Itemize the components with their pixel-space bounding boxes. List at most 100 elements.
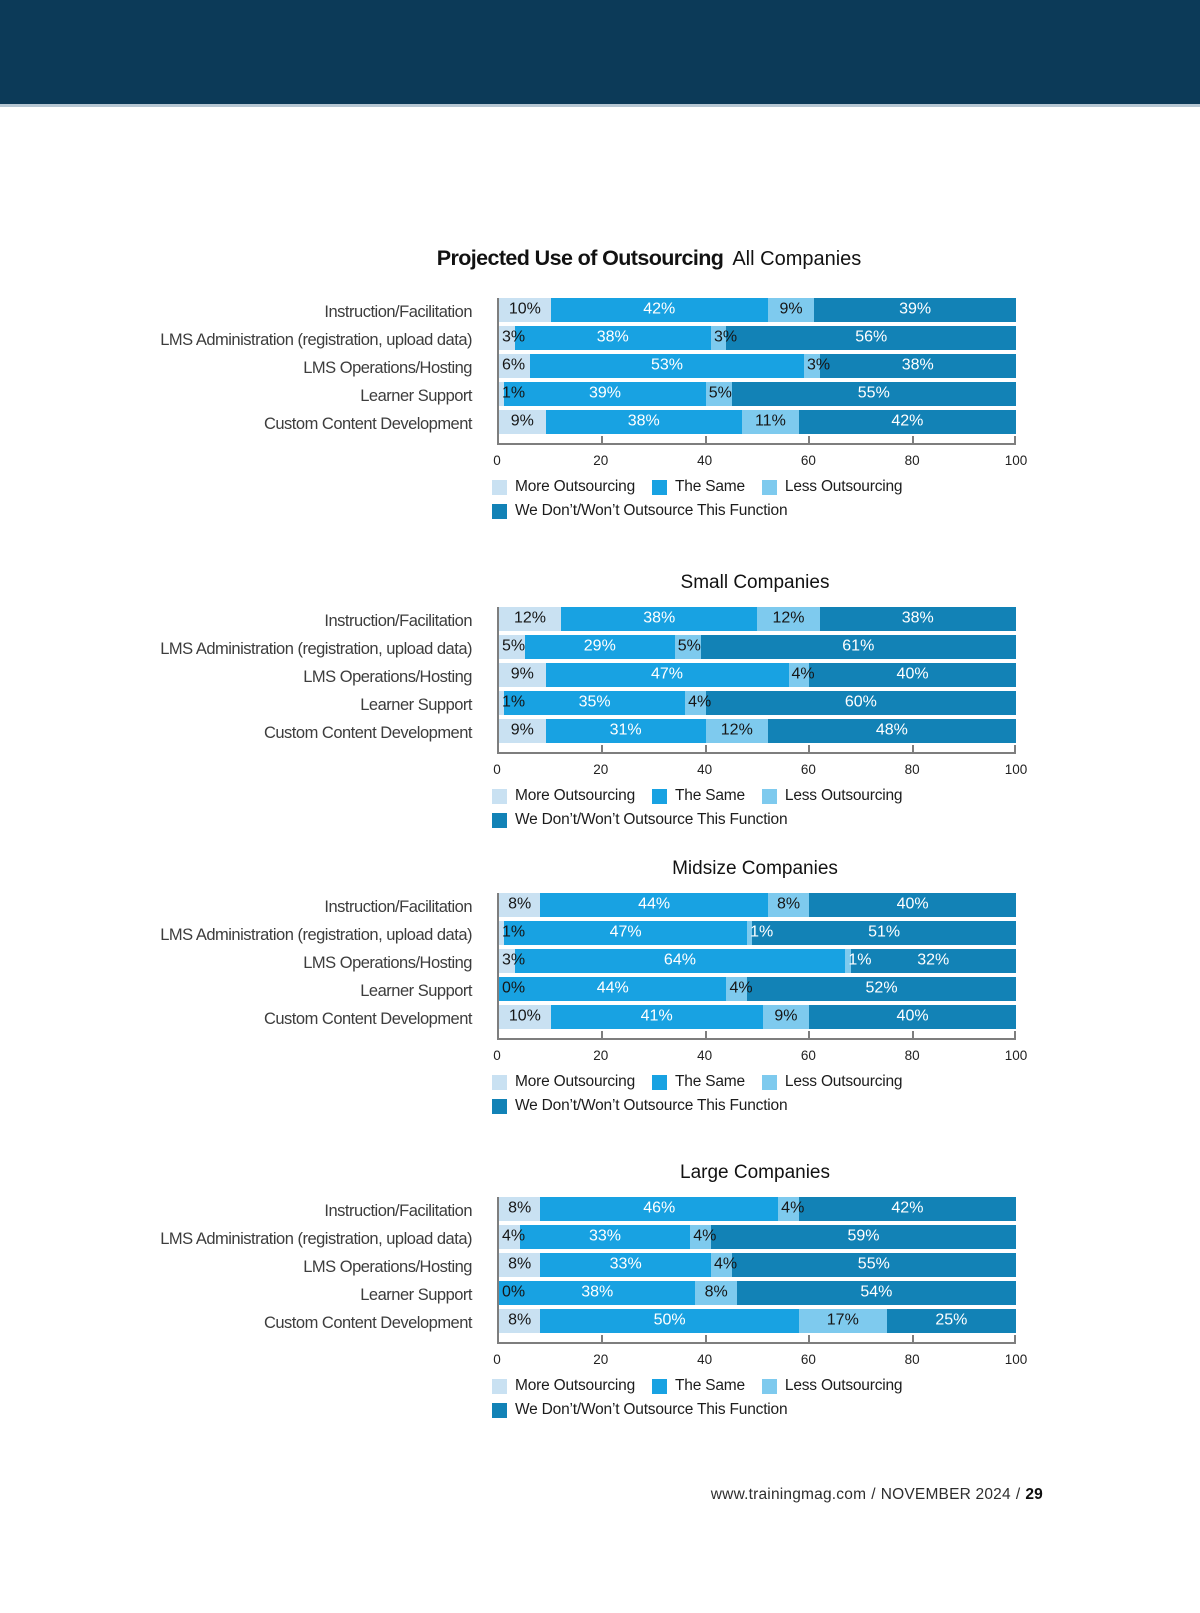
bar-row: 1% 39% 5% 55% [499, 382, 1016, 406]
segment-value-label: 59% [847, 1227, 880, 1245]
segment-we-don-t-won-t-outsource-this-function: 52% [747, 977, 1016, 1001]
segment-value-label: 9% [510, 721, 534, 739]
segment-the-same: 64% [514, 949, 846, 973]
legend-row: More Outsourcing The Same Less Outsourcing [492, 1070, 1200, 1094]
segment-value-label: 10% [508, 300, 541, 318]
axis-tick [808, 436, 811, 443]
legend-item-more-outsourcing: More Outsourcing [492, 478, 635, 496]
chart-subtitle: Small Companies [680, 572, 830, 593]
segment-value-label: 6% [502, 356, 526, 374]
x-axis-labels: 0 20 40 60 80 100 [493, 1040, 1027, 1066]
axis-tick-label: 20 [593, 1048, 609, 1063]
segment-less-outsourcing: 1% [845, 949, 872, 973]
axis-tick-label: 20 [593, 762, 609, 777]
bar-row: 8% 46% 4% 42% [499, 1197, 1016, 1221]
segment-value-label: 40% [896, 665, 929, 683]
legend: More Outsourcing The Same Less Outsourcing… [492, 475, 1200, 523]
bar-row: 3% 64% 1% 32% [499, 949, 1016, 973]
axis-tick-label: 40 [697, 762, 713, 777]
axis-tick-label: 0 [493, 1352, 501, 1367]
legend-swatch [761, 1074, 777, 1090]
segment-value-label: 39% [899, 300, 932, 318]
segment-value-label: 12% [720, 721, 753, 739]
segment-less-outsourcing: 5% [705, 382, 732, 406]
x-axis-labels: 0 20 40 60 80 100 [493, 754, 1027, 780]
plot-area: 8% 46% 4% 42% 4% 33% 4% 59% 8% 33% 4% 55% 0% 38% 8% 54%… [497, 1197, 1016, 1344]
bar-row: 8% 44% 8% 40% [499, 893, 1016, 917]
segment-less-outsourcing: 8% [695, 1281, 737, 1305]
segment-the-same: 38% [561, 607, 758, 631]
segment-value-label: 42% [643, 300, 676, 318]
legend-label: Less Outsourcing [784, 787, 903, 804]
legend-row: We Don’t/Won’t Outsource This Function [492, 1094, 1200, 1118]
segment-less-outsourcing: 12% [757, 607, 820, 631]
segment-less-outsourcing: 4% [690, 1225, 716, 1249]
legend-item-more-outsourcing: More Outsourcing [492, 1073, 635, 1091]
segment-the-same: 44% [499, 977, 727, 1001]
axis-tick-label: 20 [593, 1352, 609, 1367]
segment-less-outsourcing: 3% [804, 354, 830, 378]
segment-value-label: 40% [896, 1007, 929, 1025]
chart-title-row: Projected Use of Outsourcing All Companie… [0, 246, 1200, 272]
legend-label: The Same [675, 1073, 745, 1090]
category-label: Instruction/Facilitation [324, 302, 472, 321]
segment-more-outsourcing: 8% [499, 1309, 541, 1333]
segment-value-label: 52% [865, 979, 898, 997]
legend-item-the-same: The Same [652, 1377, 745, 1395]
segment-less-outsourcing: 1% [747, 921, 773, 945]
bar-row: 4% 33% 4% 59% [499, 1225, 1016, 1249]
segment-value-label: 1% [502, 384, 526, 402]
chart-title-row: Midsize Companies [0, 858, 1200, 884]
chart-title-bold: Projected Use of Outsourcing [436, 246, 724, 270]
segment-value-label: 11% [754, 412, 786, 430]
segment-value-label: 47% [609, 923, 642, 941]
segment-more-outsourcing: 8% [499, 893, 541, 917]
segment-value-label: 5% [708, 384, 732, 402]
segment-the-same: 38% [545, 410, 742, 434]
segment-value-label: 42% [891, 412, 924, 430]
legend-row: We Don’t/Won’t Outsource This Function [492, 1398, 1200, 1422]
axis-tick-label: 0 [493, 1048, 501, 1063]
category-label: LMS Administration (registration, upload… [160, 639, 472, 658]
legend-item-we-don-t-won-t-outsource-this-function: We Don’t/Won’t Outsource This Function [492, 811, 788, 829]
bar-row: 10% 41% 9% 40% [499, 1005, 1016, 1029]
category-label: LMS Operations/Hosting [303, 1257, 472, 1276]
segment-value-label: 9% [779, 300, 803, 318]
segment-value-label: 50% [653, 1311, 686, 1329]
category-label: LMS Administration (registration, upload… [160, 1229, 472, 1248]
segment-value-label: 1% [750, 923, 774, 941]
segment-value-label: 9% [510, 412, 534, 430]
segment-value-label: 8% [704, 1283, 728, 1301]
segment-less-outsourcing: 4% [788, 663, 815, 687]
segment-value-label: 56% [855, 328, 888, 346]
segment-value-label: 64% [663, 951, 696, 969]
segment-value-label: 38% [901, 609, 934, 627]
segment-less-outsourcing: 4% [685, 691, 711, 715]
chart-subtitle: All Companies [732, 248, 862, 270]
segment-value-label: 38% [627, 412, 660, 430]
segment-value-label: 1% [502, 693, 526, 711]
chart-grid: Instruction/Facilitation LMS Administrati… [120, 893, 1200, 1040]
legend-label: Less Outsourcing [784, 478, 903, 495]
legend-label: We Don’t/Won’t Outsource This Function [515, 1401, 788, 1418]
legend-item-more-outsourcing: More Outsourcing [492, 787, 635, 805]
segment-value-label: 12% [514, 609, 547, 627]
segment-value-label: 8% [508, 895, 532, 913]
segment-value-label: 5% [502, 637, 526, 655]
segment-we-don-t-won-t-outsource-this-function: 39% [814, 298, 1016, 322]
legend-swatch [761, 1378, 777, 1394]
segment-value-label: 0% [502, 1283, 526, 1301]
segment-value-label: 10% [508, 1007, 541, 1025]
segment-the-same: 47% [545, 663, 789, 687]
segment-value-label: 8% [508, 1311, 532, 1329]
chart-title: Projected Use of Outsourcing All Companie… [437, 246, 862, 271]
axis-tick-label: 40 [697, 1048, 713, 1063]
legend-label: More Outsourcing [515, 787, 635, 804]
segment-more-outsourcing: 3% [499, 949, 525, 973]
segment-value-label: 4% [781, 1199, 805, 1217]
axis-tick-label: 100 [1004, 1352, 1028, 1367]
legend-label: More Outsourcing [515, 1073, 635, 1090]
axis-tick-label: 40 [697, 453, 713, 468]
segment-less-outsourcing: 9% [762, 1005, 810, 1029]
